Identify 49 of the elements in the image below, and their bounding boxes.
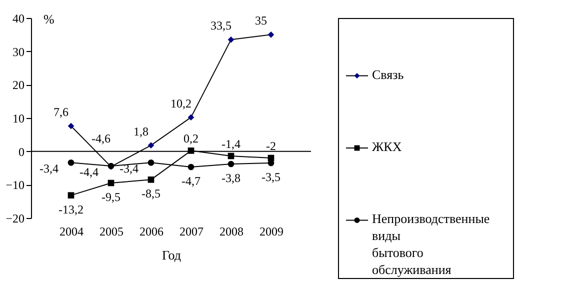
x-tick-label: 2009 — [260, 224, 284, 238]
point — [228, 152, 234, 160]
data-label: 1,8 — [134, 124, 148, 138]
x-tick-label: 2006 — [140, 224, 164, 238]
legend-label: Связь — [372, 66, 404, 82]
point — [68, 160, 74, 166]
data-label: -3,4 — [40, 162, 58, 176]
data-label: -3,8 — [222, 171, 240, 185]
x-tick-label: 2007 — [180, 224, 204, 238]
data-label: -4,6 — [92, 132, 110, 146]
point — [188, 114, 194, 120]
point — [68, 122, 74, 130]
point — [148, 142, 154, 148]
point — [188, 164, 194, 170]
data-label: -4,4 — [80, 165, 98, 179]
legend-label: Непроизводственные виды бытового обслуживания — [372, 211, 490, 278]
data-label: 35 — [255, 14, 267, 28]
y-tick-label: −10 — [6, 178, 24, 192]
y-axis-title: % — [44, 12, 54, 26]
y-tick-label: −20 — [6, 212, 24, 226]
data-label: -3,4 — [120, 162, 138, 176]
y-tick-label: 30 — [12, 44, 24, 59]
data-label: -8,5 — [142, 186, 160, 201]
point — [228, 36, 234, 43]
point — [148, 160, 154, 166]
data-label: -4,7 — [182, 174, 200, 188]
data-label: 0,2 — [184, 132, 198, 146]
data-label: -3,5 — [262, 170, 280, 184]
y-tick-label: 40 — [12, 12, 24, 26]
y-tick-label: 0 — [18, 144, 24, 159]
legend-label: ЖКХ — [372, 139, 402, 154]
point — [268, 32, 274, 38]
x-axis-title: Год — [162, 248, 182, 262]
data-label: -2 — [266, 139, 276, 153]
point — [108, 180, 114, 186]
data-label: 10,2 — [170, 96, 192, 110]
x-tick-label: 2008 — [220, 224, 244, 238]
point — [68, 192, 74, 198]
point — [148, 176, 154, 183]
point — [228, 160, 234, 168]
y-tick-label: 20 — [12, 78, 24, 92]
data-label: 33,5 — [210, 18, 232, 33]
data-label: 7,6 — [54, 105, 68, 119]
data-label: -1,4 — [222, 137, 240, 151]
data-label: -9,5 — [102, 190, 120, 204]
x-tick-label: 2005 — [100, 224, 124, 238]
data-label: -13,2 — [58, 202, 84, 216]
x-tick-label: 2004 — [60, 224, 84, 238]
y-tick-label: 10 — [12, 112, 24, 126]
